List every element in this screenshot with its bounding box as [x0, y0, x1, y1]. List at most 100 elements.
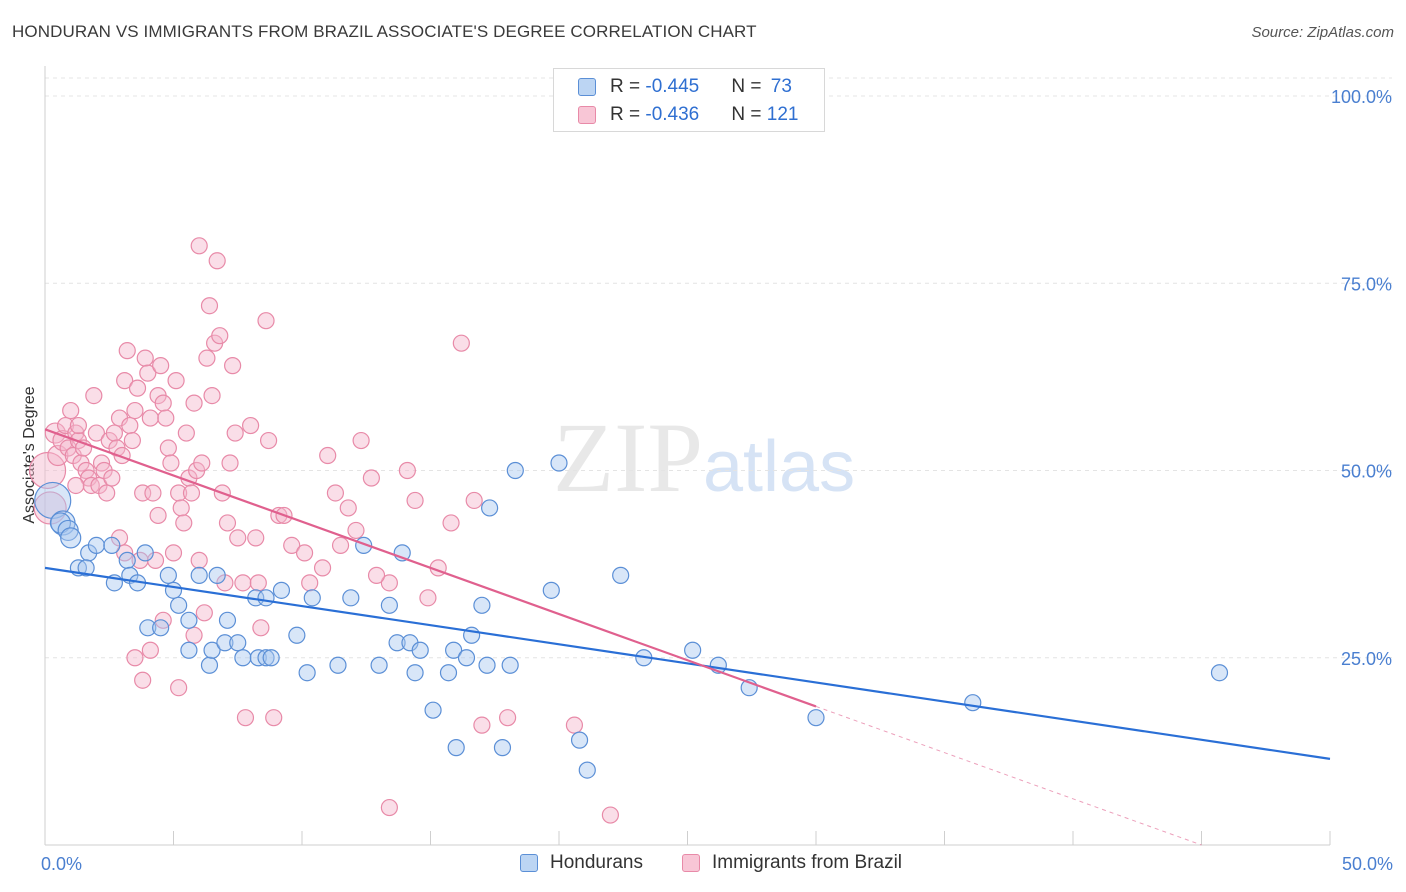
brazil-point: [162, 454, 180, 472]
honduran-point: [342, 589, 360, 607]
brazil-point: [301, 574, 319, 592]
honduran-point: [1210, 664, 1229, 682]
honduran-point: [203, 641, 221, 659]
honduran-point: [406, 664, 424, 682]
honduran-point: [152, 619, 170, 637]
legend-box: R = -0.445 N = 73 R = -0.436 N = 121: [553, 68, 825, 132]
brazil-point: [203, 387, 221, 405]
chart-title: HONDURAN VS IMMIGRANTS FROM BRAZIL ASSOC…: [12, 22, 757, 41]
brazil-point: [172, 499, 190, 517]
honduran-point: [262, 649, 280, 667]
honduran-point: [216, 634, 234, 652]
brazil-point: [331, 536, 350, 555]
brazil-point: [265, 709, 283, 727]
legend-swatch-pink: [578, 106, 596, 124]
honduran-point: [60, 527, 82, 549]
honduran-point: [370, 656, 388, 674]
brazil-point: [121, 416, 139, 435]
honduran-point: [257, 589, 275, 607]
brazil-point: [367, 566, 386, 584]
legend-n-label: N =: [731, 104, 767, 125]
brazil-point: [144, 484, 162, 502]
watermark: ZIPatlas: [553, 400, 855, 515]
honduran-point: [329, 656, 347, 674]
brazil-point: [249, 574, 267, 592]
brazil-point: [406, 491, 424, 510]
y-tick-label: 25.0%: [1341, 649, 1392, 669]
legend-r-value: -0.436: [645, 104, 700, 125]
honduran-point: [473, 596, 491, 614]
honduran-point: [612, 566, 630, 584]
brazil-point: [218, 514, 237, 532]
honduran-point: [200, 656, 219, 674]
brazil-point: [170, 679, 188, 697]
legend-row-hondurans: R = -0.445 N = 73: [578, 76, 792, 98]
honduran-point: [445, 641, 463, 659]
brazil-point: [347, 521, 365, 540]
brazil-point: [601, 806, 620, 824]
honduran-point: [493, 739, 512, 757]
legend-r-label: R =: [610, 76, 646, 97]
brazil-point: [221, 454, 239, 472]
bottom-legend-brazil-label: Immigrants from Brazil: [712, 852, 903, 873]
brazil-point: [339, 499, 357, 517]
watermark-zip: ZIP: [553, 402, 703, 513]
honduran-point: [684, 641, 702, 659]
brazil-point: [234, 574, 252, 592]
honduran-point: [229, 634, 247, 652]
brazil-point: [242, 416, 260, 435]
brazil-point: [136, 349, 154, 367]
honduran-point: [506, 461, 524, 480]
brazil-point: [141, 641, 159, 659]
honduran-point: [170, 596, 188, 614]
bottom-legend: Hondurans Immigrants from Brazil: [0, 852, 1406, 878]
brazil-point: [139, 364, 157, 382]
honduran-point: [570, 731, 589, 749]
honduran-point: [87, 536, 106, 555]
brazil-point: [499, 709, 517, 727]
brazil-point: [149, 506, 167, 525]
y-tick-label: 50.0%: [1341, 462, 1392, 482]
brazil-point: [116, 372, 134, 390]
brazil-point: [247, 529, 265, 547]
brazil-point: [352, 431, 370, 450]
brazil-point: [419, 589, 437, 607]
legend-n-value: 73: [770, 76, 792, 97]
brazil-point: [123, 431, 141, 450]
honduran-point: [481, 499, 499, 517]
honduran-point: [77, 559, 95, 577]
honduran-point: [411, 641, 429, 659]
honduran-trend-line: [44, 566, 1331, 760]
brazil-point: [134, 671, 152, 689]
honduran-point: [439, 664, 458, 682]
brazil-point: [164, 544, 183, 562]
honduran-point: [208, 566, 226, 584]
brazil-point: [128, 379, 147, 397]
honduran-point: [303, 589, 321, 607]
brazil-point: [283, 536, 301, 555]
brazil-point: [152, 357, 170, 375]
brazil-point: [98, 484, 116, 502]
brazil-point: [167, 372, 185, 390]
brazil-point: [193, 454, 211, 472]
brazil-trend-extension: [815, 705, 1202, 846]
brazil-point: [380, 798, 398, 817]
brazil-point: [126, 401, 144, 420]
honduran-point: [218, 611, 237, 629]
brazil-point: [452, 334, 470, 352]
brazil-point: [208, 252, 226, 270]
honduran-point: [578, 761, 596, 779]
brazil-point: [69, 416, 88, 435]
brazil-point: [198, 349, 216, 367]
honduran-point: [298, 664, 316, 682]
brazil-point: [362, 469, 380, 487]
honduran-point: [180, 641, 198, 659]
brazil-point: [259, 431, 278, 450]
brazil-point: [126, 649, 144, 667]
x-tick-label-min: 0.0%: [41, 854, 82, 874]
brazil-point: [159, 439, 177, 457]
brazil-point: [200, 297, 219, 315]
brazil-point: [157, 409, 175, 427]
brazil-point: [295, 544, 314, 562]
brazil-point: [252, 619, 270, 637]
